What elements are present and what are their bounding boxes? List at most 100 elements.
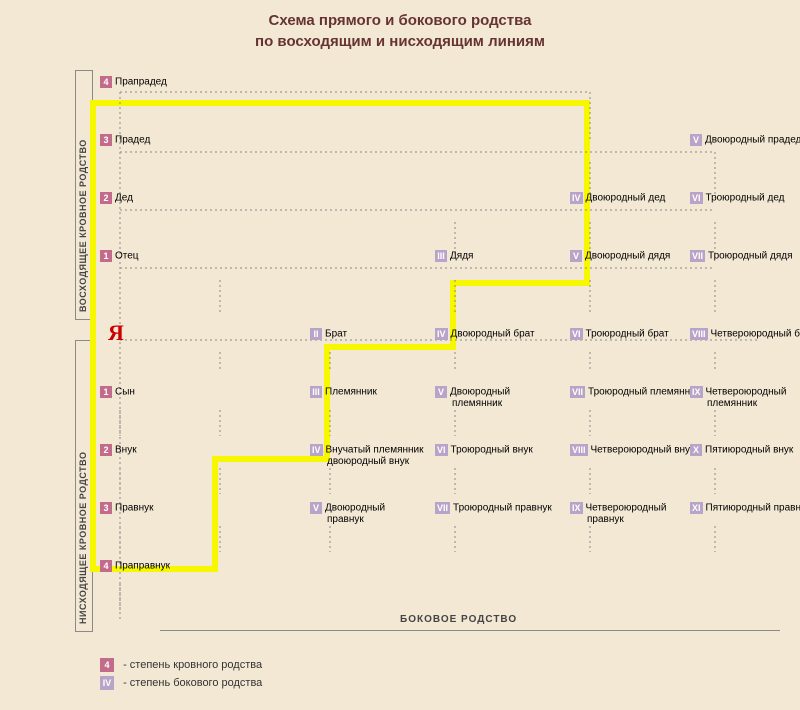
node-label-line: правнук [587,514,666,525]
blood-degree-badge: 1 [100,250,112,262]
blood-degree-badge: 3 [100,134,112,146]
kinship-node-r1c0: 3Прадед [100,134,150,146]
node-label: Троюродный племянник [588,387,700,398]
kinship-node-r5c5: IXЧетвероюродныйплемянник [690,386,786,409]
node-label: Троюродный дед [706,193,785,204]
node-label-line: племянник [707,398,786,409]
side-degree-badge: X [690,444,702,456]
node-label: Троюродный внук [451,445,533,456]
side-degree-badge: VII [435,502,450,514]
side-degree-badge: VII [570,386,585,398]
node-label: Четвероюродный [706,387,787,398]
node-label: Внучатый племянник [326,445,424,456]
kinship-node-r7c0: 3Правнук [100,502,154,514]
node-label: Дядя [450,251,473,262]
kinship-node-r3c5: VIIТроюродный дядя [690,250,793,262]
node-label: Дед [115,193,133,204]
side-degree-badge: VI [690,192,703,204]
side-degree-badge: VIII [570,444,588,456]
side-degree-badge: VIII [690,328,708,340]
side-degree-badge: III [435,250,447,262]
node-label: Двоюродный [325,503,385,514]
side-degree-badge: V [435,386,447,398]
kinship-node-r4c5: VIIIЧетвероюродный брат [690,328,800,340]
kinship-node-r2c0: 2Дед [100,192,133,204]
kinship-node-r7c2: VДвоюродныйправнук [310,502,385,525]
kinship-node-r7c4: IXЧетвероюродныйправнук [570,502,666,525]
node-label: Праправнук [115,561,170,572]
node-label: Внук [115,445,137,456]
legend: 4 - степень кровного родства IV - степен… [100,658,262,694]
node-label: Четвероюродный брат [711,329,800,340]
node-label: Прапрадед [115,77,167,88]
title-line-1: Схема прямого и бокового родства [269,12,532,29]
node-label: Двоюродный прадед [705,135,800,146]
kinship-node-r6c4: VIIIЧетвероюродный внук [570,444,694,456]
axis-side-label: БОКОВОЕ РОДСТВО [400,614,517,625]
kinship-node-r2c4: IVДвоюродный дед [570,192,665,204]
blood-degree-badge: 3 [100,502,112,514]
node-label: Троюродный дядя [708,251,792,262]
kinship-node-r6c0: 2Внук [100,444,137,456]
side-degree-badge: II [310,328,322,340]
kinship-node-r0c0: 4Прапрадед [100,76,167,88]
chart-area: 4Прапрадед3ПрадедVДвоюродный прадед2ДедI… [100,62,790,642]
kinship-node-r4c3: IVДвоюродный брат [435,328,535,340]
kinship-node-r3c4: VДвоюродный дядя [570,250,670,262]
node-label: Троюродный правнук [453,503,552,514]
kinship-node-r5c4: VIIТроюродный племянник [570,386,700,398]
legend-badge-blood: 4 [100,658,114,672]
node-label-line: двоюродный внук [327,456,424,467]
legend-row-1: 4 - степень кровного родства [100,658,262,672]
kinship-node-r4c2: IIБрат [310,328,347,340]
legend-badge-side: IV [100,676,114,690]
kinship-node-r1c5: VДвоюродный прадед [690,134,800,146]
blood-degree-badge: 4 [100,76,112,88]
legend-text-1: - степень кровного родства [123,659,262,671]
node-label: Двоюродный дядя [585,251,670,262]
legend-text-2: - степень бокового родства [123,677,262,689]
node-label: Прадед [115,135,150,146]
kinship-node-r6c3: VIТроюродный внук [435,444,533,456]
side-degree-badge: V [570,250,582,262]
node-label: Брат [325,329,347,340]
node-label: Троюродный брат [586,329,669,340]
kinship-node-r5c0: 1Сын [100,386,135,398]
side-degree-badge: IV [570,192,583,204]
diagram-title: Схема прямого и бокового родства по восх… [0,0,800,52]
node-label: Двоюродный [450,387,510,398]
kinship-node-r3c3: IIIДядя [435,250,473,262]
kinship-node-r6c2: IVВнучатый племянникдвоюродный внук [310,444,424,467]
side-degree-badge: V [690,134,702,146]
node-label: Двоюродный дед [586,193,666,204]
node-label: Племянник [325,387,377,398]
kinship-node-r7c3: VIIТроюродный правнук [435,502,552,514]
side-axis-line [160,630,780,631]
axis-up-label: ВОСХОДЯЩЕЕ КРОВНОЕ РОДСТВО [78,78,88,312]
side-degree-badge: XI [690,502,703,514]
kinship-node-r5c2: IIIПлемянник [310,386,377,398]
node-label: Сын [115,387,135,398]
yellow-segment [90,100,96,572]
blood-degree-badge: 1 [100,386,112,398]
side-degree-badge: VII [690,250,705,262]
kinship-node-r7c5: XIПятиюродный правнук [690,502,800,514]
side-degree-badge: VI [570,328,583,340]
node-label-line: племянник [452,398,510,409]
side-degree-badge: IX [690,386,703,398]
side-degree-badge: IV [310,444,323,456]
node-label: Пятиюродный внук [705,445,793,456]
side-degree-badge: IX [570,502,583,514]
gridlines [100,62,790,642]
side-degree-badge: III [310,386,322,398]
side-degree-badge: IV [435,328,448,340]
node-label-line: правнук [327,514,385,525]
ego-node: Я [108,320,124,346]
kinship-node-r8c0: 4Праправнук [100,560,170,572]
node-label: Пятиюродный правнук [706,503,800,514]
blood-degree-badge: 4 [100,560,112,572]
title-line-2: по восходящим и нисходящим линиям [255,33,545,50]
blood-degree-badge: 2 [100,444,112,456]
blood-degree-badge: 2 [100,192,112,204]
kinship-node-r2c5: VIТроюродный дед [690,192,785,204]
